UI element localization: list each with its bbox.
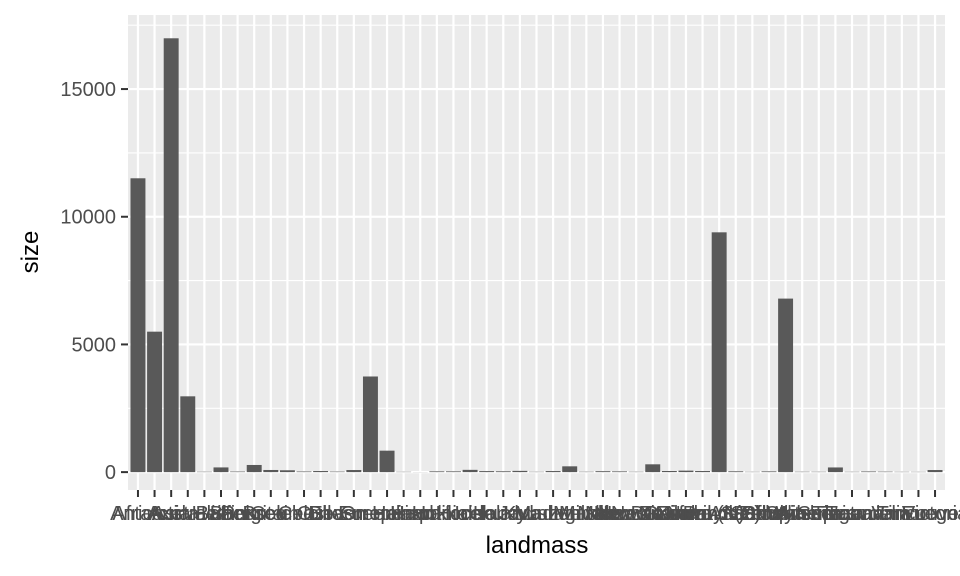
bar [263, 469, 279, 473]
x-tick-label: Asia [152, 503, 192, 525]
x-tick-label: Prince of Wales [683, 503, 822, 525]
bar [379, 450, 395, 473]
x-tick-label: Ireland [473, 503, 534, 525]
x-tick-label: New Britain [585, 503, 687, 525]
x-tick-label: Iceland [454, 503, 519, 525]
x-tick-label: Borneo [222, 503, 287, 525]
x-tick-label: Australia [149, 503, 228, 525]
x-tick-label: Madagascar [515, 503, 625, 525]
bar [429, 471, 445, 473]
x-tick-label: Melville [553, 503, 620, 525]
x-tick-label: Europe [338, 503, 403, 525]
bar [147, 331, 163, 473]
x-tick-label: Kyushu [503, 503, 570, 525]
bars [130, 38, 943, 473]
y-axis-title: size [17, 231, 44, 274]
x-tick-label: Mindanao [559, 503, 647, 525]
x-tick-label: New Zealand (N) [594, 503, 745, 525]
x-tick-label: Axel Heiberg [147, 503, 262, 525]
bar [612, 471, 628, 473]
y-tick-label: 5000 [72, 334, 117, 356]
bar [761, 471, 777, 473]
x-tick-label: North America [656, 503, 784, 525]
x-tick-label: Tasmania [826, 503, 912, 525]
x-tick-label: Hainan [372, 503, 435, 525]
x-tick-label: Vancouver [871, 503, 960, 525]
x-tick-label: New Zealand (S) [611, 503, 761, 525]
x-tick-label: Hispaniola [390, 503, 484, 525]
x-tick-label: Baffin [196, 503, 247, 525]
x-tick-label: Banks [210, 503, 266, 525]
bar [678, 470, 694, 473]
bar [778, 298, 794, 473]
bar [313, 471, 329, 473]
bar [545, 471, 561, 473]
x-tick-label: Hawaii [390, 503, 450, 525]
x-tick-label: Luzon [526, 503, 581, 525]
bar [861, 471, 877, 473]
bar [695, 471, 711, 473]
bar [213, 467, 229, 473]
x-tick-label: Newfoundland [639, 503, 767, 525]
x-tick-label: Africa [112, 503, 164, 525]
bar [163, 38, 179, 473]
bar [645, 464, 661, 473]
bar [445, 471, 461, 473]
y-tick-label: 15000 [60, 79, 116, 101]
x-tick-label: Java [499, 503, 542, 525]
x-tick-label: Cuba [297, 503, 346, 525]
bar [346, 470, 362, 473]
bar [279, 470, 295, 473]
x-tick-label: Taiwan [821, 503, 883, 525]
x-tick-label: Celon [278, 503, 330, 525]
bar [495, 471, 511, 473]
y-tick-label: 10000 [60, 207, 116, 229]
y-tick-label: 0 [105, 462, 116, 484]
bar [711, 232, 727, 473]
bar [329, 471, 345, 473]
x-tick-label: Antarctica [110, 503, 200, 525]
x-tick-label: Celebes [251, 503, 324, 525]
bar [827, 467, 843, 473]
x-tick-label: Spitsbergen [765, 503, 872, 525]
x-tick-label: Tierra del Fuego [812, 503, 958, 525]
x-tick-label: New Guinea [598, 503, 709, 525]
x-tick-label: Honshu [436, 503, 505, 525]
x-tick-label: South America [721, 503, 852, 525]
y-axis: 0 5000 10000 15000 [60, 79, 128, 484]
x-tick-label: Moluccas [577, 503, 661, 525]
bar [230, 471, 246, 473]
bar [296, 471, 312, 473]
bar [595, 471, 611, 473]
bar [462, 469, 478, 473]
bar [180, 396, 196, 473]
bar [479, 471, 495, 473]
x-tick-label: Sakhalin [731, 503, 808, 525]
x-axis-title: landmass [486, 532, 589, 559]
x-tick-label: Southampton [743, 503, 862, 525]
bar [246, 464, 262, 473]
x-tick-label: Timor [877, 503, 928, 525]
x-tick-label: Sumatra [798, 503, 874, 525]
x-tick-label: Hokkaido [412, 503, 495, 525]
bar [661, 471, 677, 473]
bar [728, 471, 744, 473]
bar [130, 178, 146, 473]
bar [362, 376, 378, 473]
x-tick-label: Greenland [340, 503, 433, 525]
x-tick-label: Britain [242, 503, 299, 525]
bar [927, 470, 943, 473]
x-tick-label: Ellesmere [309, 503, 398, 525]
bar [562, 466, 578, 473]
x-tick-label: Devon [308, 503, 366, 525]
bar [512, 470, 528, 473]
x-tick-label: Novaya Zemlya [666, 503, 806, 525]
x-tick-label: Victoria [902, 503, 960, 525]
